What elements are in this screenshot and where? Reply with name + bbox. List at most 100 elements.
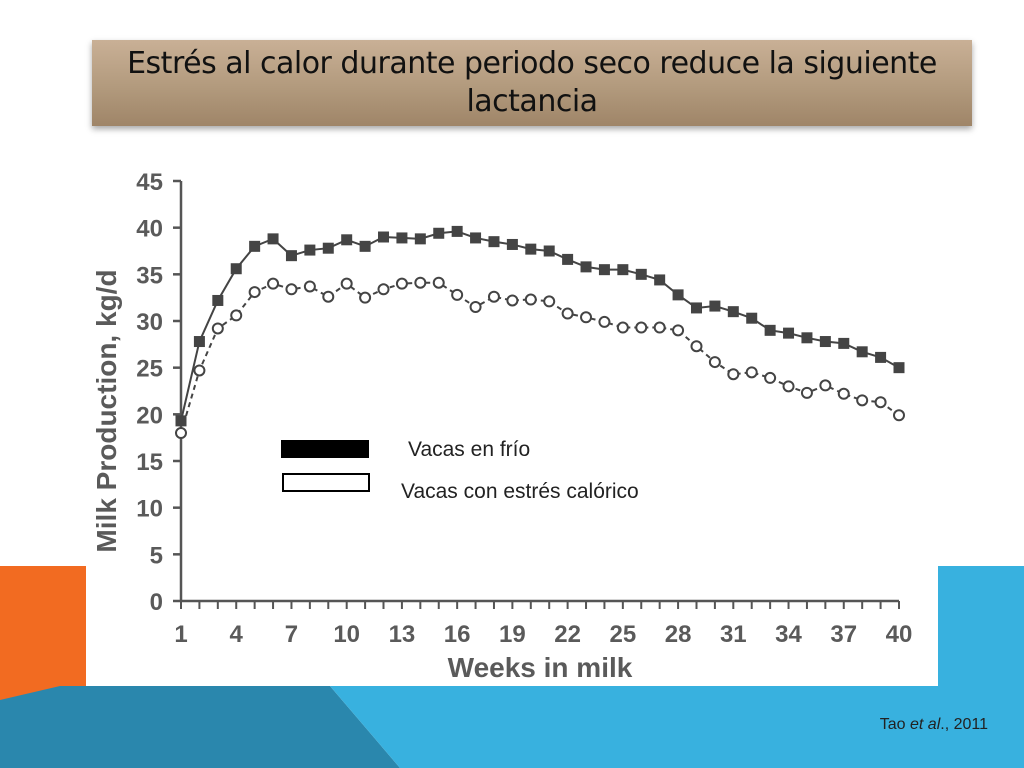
data-point-heat-stress (248, 286, 261, 299)
data-point-cold (267, 233, 279, 245)
citation-authors: Tao (879, 716, 910, 733)
data-point-heat-stress (727, 368, 740, 381)
data-point-heat-stress (598, 315, 611, 328)
data-point-heat-stress (616, 321, 629, 334)
y-tick-label: 0 (150, 589, 163, 616)
data-point-cold (322, 242, 334, 254)
data-point-cold (727, 306, 739, 318)
data-point-cold (746, 312, 758, 324)
x-tick-label: 19 (499, 621, 526, 648)
slide-title-box: Estrés al calor durante periodo seco red… (92, 40, 972, 126)
legend-swatch-heat-stress (282, 473, 370, 492)
data-point-cold (433, 227, 445, 239)
data-point-heat-stress (543, 295, 556, 308)
data-point-heat-stress (469, 301, 482, 313)
data-point-heat-stress (819, 379, 832, 392)
x-tick-label: 16 (444, 621, 471, 648)
data-point-cold (451, 225, 463, 237)
legend-label-heat-stress: Vacas con estrés calórico (401, 480, 639, 503)
data-point-cold (304, 244, 316, 256)
data-point-heat-stress (782, 380, 795, 393)
y-tick-label: 20 (136, 402, 163, 429)
data-point-cold (838, 337, 850, 349)
data-point-heat-stress (893, 409, 905, 422)
data-point-heat-stress (506, 294, 519, 307)
data-point-cold (543, 245, 555, 257)
data-point-heat-stress (230, 309, 243, 322)
data-point-heat-stress (745, 366, 758, 379)
data-point-heat-stress (487, 290, 500, 303)
chart-series (175, 225, 905, 439)
data-point-heat-stress (193, 364, 206, 377)
data-point-cold (525, 243, 537, 255)
data-point-cold (617, 264, 629, 276)
data-point-cold (414, 233, 426, 245)
x-axis-title: Weeks in milk (448, 652, 633, 683)
data-point-heat-stress (874, 396, 887, 409)
data-point-heat-stress (580, 311, 593, 324)
legend-swatch-cold (281, 440, 369, 458)
data-point-heat-stress (524, 293, 537, 306)
data-point-cold (562, 253, 574, 265)
y-tick-label: 40 (136, 216, 163, 243)
data-point-cold (212, 294, 224, 306)
x-tick-label: 10 (333, 621, 360, 648)
data-point-heat-stress (340, 277, 353, 290)
data-point-cold (856, 346, 868, 358)
data-point-cold (598, 264, 610, 276)
data-point-heat-stress (672, 324, 685, 337)
x-tick-label: 13 (389, 621, 416, 648)
dark-blue-accent-shape (0, 686, 400, 768)
data-point-heat-stress (690, 340, 703, 353)
data-point-heat-stress (377, 283, 390, 296)
data-point-cold (893, 362, 905, 374)
data-point-cold (193, 336, 205, 348)
y-axis-title: Milk Production, kg/d (91, 269, 122, 552)
data-point-cold (783, 327, 795, 339)
chart-legend: Vacas en frío Vacas con estrés calórico (281, 438, 639, 503)
data-point-heat-stress (635, 321, 648, 334)
data-point-heat-stress (322, 290, 335, 303)
data-point-heat-stress (764, 371, 777, 384)
data-point-cold (635, 268, 647, 280)
y-tick-label: 30 (136, 309, 163, 336)
data-point-heat-stress (414, 276, 427, 289)
slide-title: Estrés al calor durante periodo seco red… (127, 46, 937, 119)
x-tick-label: 34 (775, 621, 802, 648)
data-point-cold (672, 289, 684, 301)
series-line-cold (180, 230, 900, 422)
data-point-heat-stress (432, 276, 445, 289)
x-tick-label: 37 (830, 621, 857, 648)
y-tick-label: 45 (136, 169, 163, 196)
y-tick-label: 25 (136, 356, 163, 383)
chart-axes: 0 5 10 15 20 25 30 35 40 45 1 4 7 10 13 16 19 22 25 28 31 34 3… (91, 169, 912, 683)
data-point-heat-stress (708, 356, 721, 369)
data-point-cold (359, 240, 371, 252)
y-tick-label: 5 (150, 542, 163, 569)
x-tick-label: 7 (285, 621, 298, 648)
data-point-heat-stress (653, 321, 666, 334)
data-point-cold (819, 336, 831, 348)
data-point-cold (249, 240, 261, 252)
data-point-cold (230, 263, 242, 275)
data-point-cold (341, 234, 353, 246)
data-point-cold (801, 332, 813, 344)
data-point-cold (875, 351, 887, 363)
x-tick-label: 4 (230, 621, 244, 648)
data-point-heat-stress (267, 277, 280, 290)
y-tick-label: 10 (136, 496, 163, 523)
citation-et-al: et al (910, 716, 941, 733)
data-point-heat-stress (303, 280, 316, 293)
milk-production-chart: 0 5 10 15 20 25 30 35 40 45 1 4 7 10 13 16 19 22 25 28 31 34 3… (91, 169, 912, 683)
y-tick-label: 15 (136, 449, 163, 476)
x-tick-label: 25 (609, 621, 636, 648)
data-point-cold (488, 236, 500, 248)
x-tick-label: 1 (174, 621, 187, 648)
series-line-heat-stress (180, 281, 900, 434)
data-point-cold (285, 250, 297, 262)
x-tick-label: 28 (665, 621, 692, 648)
data-point-heat-stress (175, 427, 187, 439)
data-point-cold (175, 415, 187, 427)
data-point-cold (690, 302, 702, 314)
